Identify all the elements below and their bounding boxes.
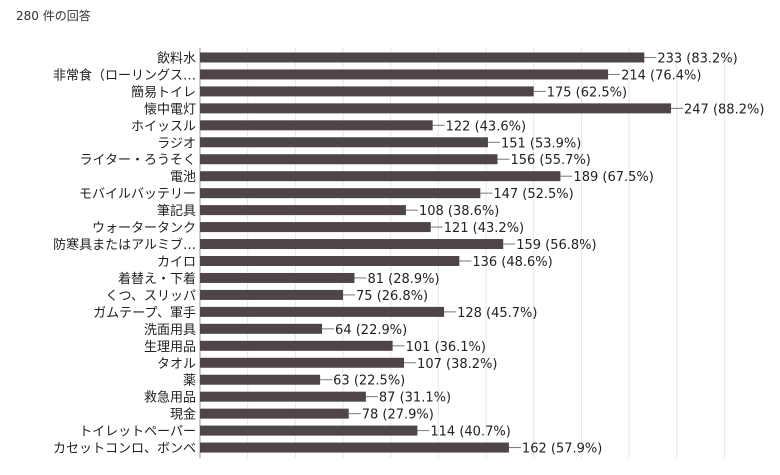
bar — [200, 171, 561, 182]
bar — [200, 425, 418, 436]
category-label: トイレットペーパー — [79, 425, 196, 440]
category-label: くつ、スリッパ — [106, 289, 196, 304]
bar — [200, 154, 498, 165]
value-label: 101 (36.1%) — [406, 340, 486, 355]
value-label: 233 (83.2%) — [657, 51, 737, 66]
value-label: 189 (67.5%) — [573, 170, 653, 185]
category-label: ガムテープ、軍手 — [93, 306, 196, 321]
value-label: 159 (56.8%) — [516, 238, 596, 253]
category-label: 着替え・下着 — [118, 271, 196, 287]
value-label: 214 (76.4%) — [621, 68, 701, 83]
category-label: 洗面用具 — [144, 323, 196, 338]
category-label: ウォータータンク — [92, 221, 196, 236]
value-label: 151 (53.9%) — [501, 136, 581, 151]
category-label: 筆記具 — [157, 203, 196, 219]
category-label: 非常食（ローリングス… — [53, 67, 196, 83]
category-label: ライター・ろうそく — [80, 153, 196, 168]
value-label: 81 (28.9%) — [367, 272, 439, 287]
value-label: 87 (31.1%) — [379, 391, 451, 406]
category-label: タオル — [157, 357, 196, 372]
bar — [200, 306, 445, 317]
value-label: 107 (38.2%) — [417, 357, 497, 372]
bar — [200, 289, 344, 300]
value-label: 147 (52.5%) — [493, 187, 573, 202]
bar — [200, 391, 366, 402]
category-label: 生理用品 — [144, 340, 196, 355]
bar — [200, 86, 534, 97]
bar — [200, 323, 323, 334]
bar — [200, 442, 509, 453]
value-label: 108 (38.6%) — [419, 204, 499, 219]
bar — [200, 408, 349, 419]
bar — [200, 52, 645, 63]
bar — [200, 340, 393, 351]
value-label: 122 (43.6%) — [446, 119, 526, 134]
category-label: 電池 — [170, 170, 196, 185]
category-label: 簡易トイレ — [131, 85, 196, 100]
bar — [200, 272, 355, 283]
category-label: 懐中電灯 — [144, 101, 196, 117]
category-label: 薬 — [183, 374, 196, 389]
value-label: 175 (62.5%) — [547, 85, 627, 100]
bar — [200, 137, 488, 148]
category-label: 防寒具またはアルミブ… — [53, 237, 196, 253]
value-label: 128 (45.7%) — [457, 306, 537, 321]
category-label: カセットコンロ、ボンベ — [53, 442, 196, 457]
response-count: 280 件の回答 — [16, 9, 91, 23]
value-label: 156 (55.7%) — [510, 153, 590, 168]
category-label: ホイッスル — [131, 119, 196, 134]
value-label: 121 (43.2%) — [444, 221, 524, 236]
value-label: 162 (57.9%) — [522, 442, 602, 457]
value-label: 136 (48.6%) — [472, 255, 552, 270]
bar — [200, 374, 321, 385]
value-label: 63 (22.5%) — [333, 374, 405, 389]
bar — [200, 205, 406, 216]
category-label: 現金 — [170, 407, 196, 423]
bar — [200, 357, 405, 368]
bar — [200, 188, 481, 199]
value-label: 247 (88.2%) — [684, 102, 764, 117]
category-label: ラジオ — [157, 136, 196, 151]
bar — [200, 222, 431, 233]
bar — [200, 103, 672, 114]
value-label: 78 (27.9%) — [362, 408, 434, 423]
bar — [200, 120, 433, 131]
category-label: カイロ — [157, 255, 196, 270]
value-label: 64 (22.9%) — [335, 323, 407, 338]
bar — [200, 256, 460, 266]
category-label: 救急用品 — [144, 390, 196, 406]
value-label: 75 (26.8%) — [356, 289, 428, 304]
value-label: 114 (40.7%) — [430, 425, 510, 440]
category-label: 飲料水 — [157, 50, 196, 66]
category-label: モバイルバッテリー — [79, 187, 196, 202]
bar — [200, 239, 504, 250]
bar — [200, 69, 609, 80]
